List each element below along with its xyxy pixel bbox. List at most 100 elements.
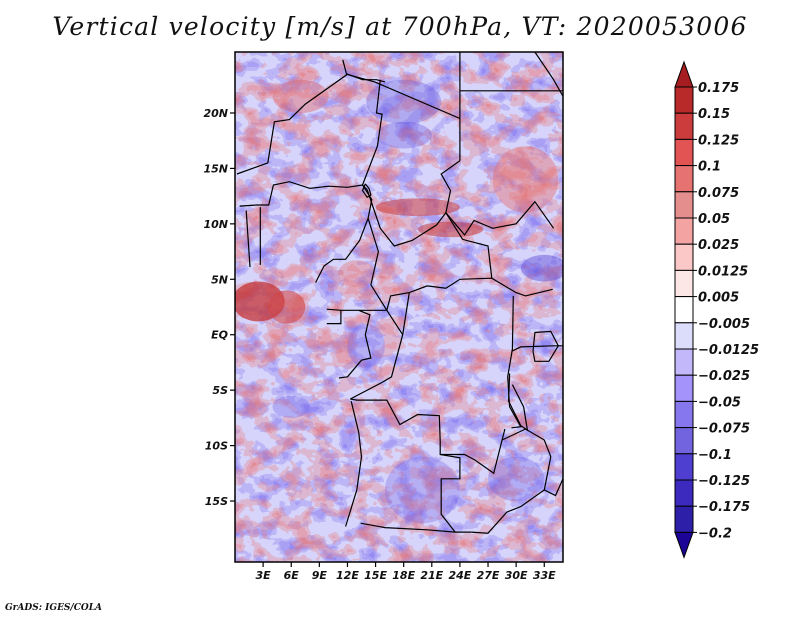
- border-line: [345, 401, 363, 527]
- border-line: [350, 309, 404, 400]
- field-hotspot: [272, 79, 329, 113]
- colorbar-label: 0.075: [698, 186, 739, 201]
- colorbar-label: 0.025: [698, 238, 739, 253]
- colorbar-swatch: [674, 296, 694, 324]
- colorbar-label: −0.2: [698, 526, 732, 541]
- field-hotspot: [338, 260, 376, 288]
- border-line: [366, 160, 461, 247]
- colorbar-label: −0.175: [698, 500, 750, 515]
- y-tick-label: 15N: [203, 162, 228, 175]
- border-line: [367, 218, 388, 311]
- colorbar-swatch: [674, 243, 694, 271]
- colorbar-label: −0.125: [698, 474, 750, 489]
- colorbar-swatch: [674, 374, 694, 402]
- field-hotspot: [417, 221, 484, 238]
- border-line: [245, 210, 251, 268]
- border-line: [326, 310, 342, 325]
- border-line: [342, 59, 461, 161]
- x-tick-label: 21E: [420, 569, 443, 582]
- colorbar-label: −0.1: [698, 448, 732, 463]
- hotspots: [235, 79, 563, 524]
- colorbar-label: 0.1: [698, 160, 721, 175]
- border-line: [532, 330, 559, 362]
- colorbar-swatch: [674, 427, 694, 455]
- colorbar-swatch: [674, 348, 694, 376]
- colorbar-swatch: [674, 165, 694, 193]
- colorbar-label: −0.005: [698, 317, 750, 332]
- field-hotspot: [492, 146, 559, 213]
- colorbar-swatch: [674, 322, 694, 350]
- field-hotspot: [520, 254, 563, 282]
- x-tick-label: 12E: [336, 569, 359, 582]
- x-tick-label: 15E: [364, 569, 387, 582]
- border-line: [386, 277, 553, 311]
- colorbar-swatch: [674, 479, 694, 507]
- credit-text: GrADS: IGES/COLA: [5, 603, 103, 613]
- border-line: [239, 181, 363, 207]
- x-tick-label: 24E: [449, 569, 472, 582]
- field-hotspot: [488, 456, 545, 502]
- y-tick-label: 20N: [203, 107, 228, 120]
- x-tick-label: 9E: [312, 569, 328, 582]
- x-tick-label: 3E: [256, 569, 272, 582]
- y-tick-label: 5N: [211, 273, 228, 286]
- colorbar-swatch: [674, 453, 694, 481]
- colorbar-swatch: [674, 505, 694, 533]
- y-axis: 20N 15N 10N 5N EQ 5S 10S 15S: [203, 107, 235, 508]
- colorbar-label: −0.05: [698, 395, 741, 410]
- colorbar-swatch: [674, 138, 694, 167]
- colorbar-swatch: [674, 86, 694, 114]
- x-tick-label: 30E: [505, 569, 528, 582]
- x-tick-label: 33E: [533, 569, 556, 582]
- field-hotspot: [375, 198, 460, 217]
- x-tick-label: 18E: [392, 569, 415, 582]
- colorbar-arrow-bottom: [674, 531, 694, 559]
- field-hotspot: [384, 456, 460, 524]
- y-tick-label: 15S: [205, 495, 228, 508]
- border-line: [360, 522, 456, 533]
- map-frame: [234, 51, 564, 563]
- colorbar-label: −0.025: [698, 369, 750, 384]
- field-hotspot: [375, 121, 432, 149]
- x-tick-label: 27E: [477, 569, 500, 582]
- country-borders: [236, 52, 563, 534]
- field-hotspot: [272, 395, 310, 418]
- colorbar-swatch: [674, 269, 694, 298]
- border-line: [445, 212, 493, 279]
- border-line: [402, 292, 410, 335]
- colorbar-label: 0.15: [698, 107, 730, 122]
- colorbar-label: 0.05: [698, 212, 730, 227]
- y-tick-label: 5S: [212, 384, 228, 397]
- colorbar-arrow-top: [674, 60, 694, 88]
- colorbar-label: 0.125: [698, 133, 739, 148]
- field-hotspot: [347, 323, 385, 369]
- y-tick-label: EQ: [211, 329, 228, 342]
- colorbar-label: −0.0125: [698, 343, 759, 358]
- colorbar-swatch: [674, 217, 694, 245]
- border-line: [471, 489, 545, 534]
- colorbar: 0.175 0.15 0.125 0.1 0.075 0.05 0.025 0.0125 0.0…: [674, 60, 759, 559]
- field-hotspot: [366, 79, 442, 125]
- x-tick-label: 6E: [284, 569, 300, 582]
- border-line: [236, 73, 386, 175]
- border-line: [350, 398, 472, 533]
- border-line: [338, 309, 372, 379]
- y-tick-label: 10N: [203, 218, 228, 231]
- chart-title: Vertical velocity [m/s] at 700hPa, VT: 2…: [52, 12, 748, 41]
- colorbar-swatch: [674, 400, 694, 429]
- map-area: [235, 52, 563, 562]
- border-line: [534, 52, 563, 97]
- border-line: [361, 183, 372, 198]
- colorbar-label: 0.0125: [698, 264, 748, 279]
- border-line: [326, 308, 387, 311]
- colorbar-label: 0.005: [698, 291, 739, 306]
- border-line: [440, 428, 506, 475]
- colorbar-label: −0.075: [698, 422, 750, 437]
- y-tick-label: 10S: [205, 440, 228, 453]
- border-line: [445, 200, 555, 236]
- field-hotspot: [267, 290, 306, 324]
- colorbar-swatch: [674, 191, 694, 219]
- colorbar-swatch: [674, 112, 694, 140]
- x-axis: 3E 6E 9E 12E 15E 18E 21E 24E 27E 30E 33E: [256, 562, 556, 582]
